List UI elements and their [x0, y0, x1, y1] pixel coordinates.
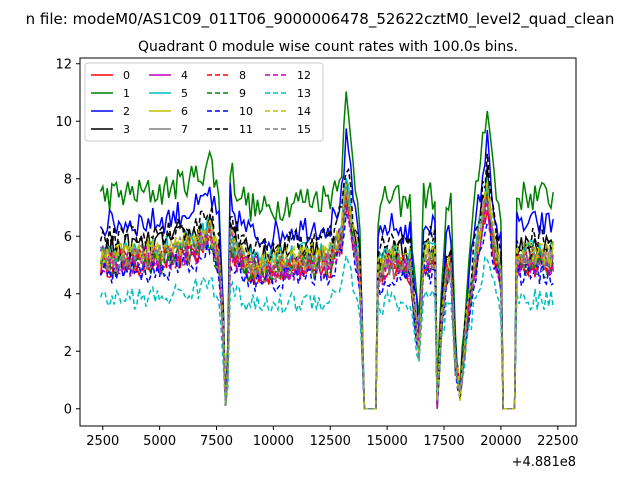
y-tick-label: 10: [55, 115, 72, 130]
plot-frame: [79, 57, 577, 427]
legend-label-3: 3: [123, 123, 130, 136]
legend-label-12: 12: [297, 69, 311, 82]
series-line-1: [99, 91, 554, 410]
x-offset-label: +4.881e8: [512, 455, 576, 470]
y-tick-label: 8: [64, 172, 72, 187]
x-tick-label: 7500: [200, 434, 233, 449]
legend-label-7: 7: [181, 123, 188, 136]
legend-label-8: 8: [239, 69, 246, 82]
series-line-11: [99, 153, 554, 410]
y-axis: 0 2 4 6 8 10 12: [55, 57, 80, 417]
x-tick-label: 20000: [480, 434, 521, 449]
series-line-14: [99, 180, 554, 410]
y-tick-label: 4: [64, 287, 72, 302]
x-axis: 2500 5000 7500 10000 12500 15000 17500 20000 225…: [86, 426, 578, 449]
y-tick-label: 2: [64, 345, 72, 360]
x-tick-label: 15000: [366, 434, 407, 449]
series-line-10: [99, 213, 554, 410]
chart-suptitle: n file: modeM0/AS1C09_011T06_9000006478_…: [26, 10, 615, 29]
y-tick-label: 12: [55, 57, 72, 72]
legend-label-10: 10: [239, 105, 253, 118]
series-line-15: [99, 190, 554, 410]
legend-label-9: 9: [239, 87, 246, 100]
series-line-8: [99, 195, 554, 410]
y-tick-label: 0: [64, 402, 72, 417]
legend-label-11: 11: [239, 123, 253, 136]
legend-box: [84, 62, 324, 142]
series-line-6: [99, 183, 554, 410]
x-tick-label: 2500: [86, 434, 119, 449]
legend-label-0: 0: [123, 69, 130, 82]
legend-label-15: 15: [297, 123, 311, 136]
legend-label-13: 13: [297, 87, 311, 100]
y-tick-label: 6: [64, 230, 72, 245]
x-tick-label: 10000: [253, 434, 294, 449]
x-tick-label: 5000: [143, 434, 176, 449]
x-tick-label: 17500: [423, 434, 464, 449]
legend-label-4: 4: [181, 69, 188, 82]
x-tick-label: 12500: [310, 434, 351, 449]
series-line-13: [99, 254, 554, 410]
legend-label-14: 14: [297, 105, 311, 118]
plot-area: [79, 57, 577, 427]
legend-label-1: 1: [123, 87, 130, 100]
chart-title: Quadrant 0 module wise count rates with …: [138, 39, 518, 55]
legend-label-2: 2: [123, 105, 130, 118]
legend-label-5: 5: [181, 87, 188, 100]
series-line-0: [99, 204, 554, 410]
x-tick-label: 22500: [537, 434, 578, 449]
legend-label-6: 6: [181, 105, 188, 118]
